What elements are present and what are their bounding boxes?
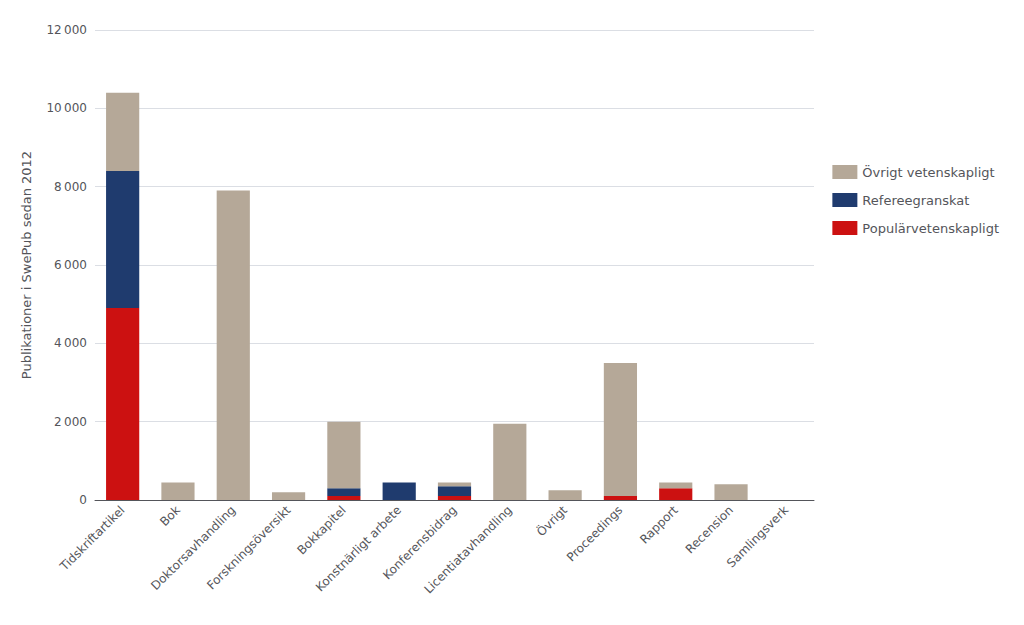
svg-text:Konstnärligt arbete: Konstnärligt arbete (312, 503, 405, 595)
svg-text:6 000: 6 000 (54, 258, 87, 272)
svg-text:4 000: 4 000 (54, 336, 87, 350)
svg-text:Publikationer i SwePub sedan 2: Publikationer i SwePub sedan 2012 (19, 151, 34, 379)
svg-text:Övrigt vetenskapligt: Övrigt vetenskapligt (862, 164, 994, 180)
svg-text:Proceedings: Proceedings (564, 503, 625, 564)
svg-text:Doktorsavhandling: Doktorsavhandling (148, 503, 239, 593)
svg-text:2 000: 2 000 (54, 415, 87, 429)
svg-text:Samlingsverk: Samlingsverk (724, 503, 791, 570)
svg-text:Tidskriftartikel: Tidskriftartikel (56, 503, 127, 574)
svg-text:Refereegranskat: Refereegranskat (862, 193, 969, 208)
svg-text:Populärvetenskapligt: Populärvetenskapligt (862, 221, 999, 236)
svg-text:Konferensbidrag: Konferensbidrag (380, 503, 460, 583)
svg-text:Bok: Bok (157, 503, 183, 529)
svg-text:8 000: 8 000 (54, 180, 87, 194)
svg-text:10 000: 10 000 (46, 101, 87, 115)
svg-text:Bokkapitel: Bokkapitel (294, 503, 348, 557)
svg-text:12 000: 12 000 (46, 23, 87, 37)
svg-text:Recension: Recension (683, 503, 736, 556)
svg-text:Övrigt: Övrigt (533, 501, 571, 539)
svg-text:Licentiatavhandling: Licentiatavhandling (421, 503, 514, 596)
svg-text:Rapport: Rapport (637, 503, 681, 547)
svg-text:0: 0 (79, 493, 87, 507)
svg-text:Forskningsöversikt: Forskningsöversikt (204, 503, 293, 592)
